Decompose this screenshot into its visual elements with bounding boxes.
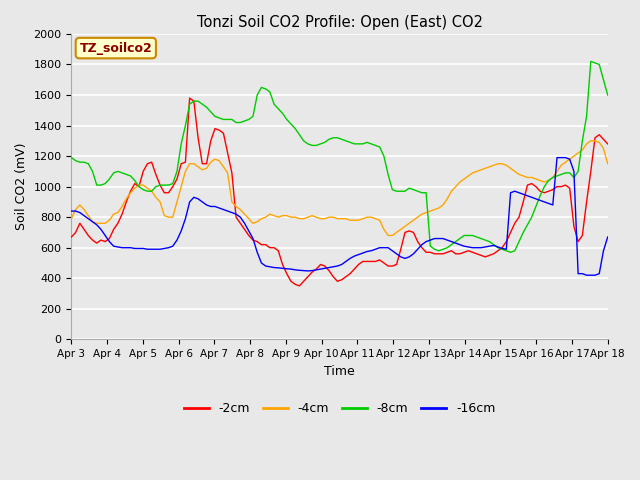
Y-axis label: Soil CO2 (mV): Soil CO2 (mV) bbox=[15, 143, 28, 230]
Legend: -2cm, -4cm, -8cm, -16cm: -2cm, -4cm, -8cm, -16cm bbox=[179, 397, 500, 420]
X-axis label: Time: Time bbox=[324, 365, 355, 378]
Title: Tonzi Soil CO2 Profile: Open (East) CO2: Tonzi Soil CO2 Profile: Open (East) CO2 bbox=[196, 15, 483, 30]
Text: TZ_soilco2: TZ_soilco2 bbox=[79, 42, 152, 55]
